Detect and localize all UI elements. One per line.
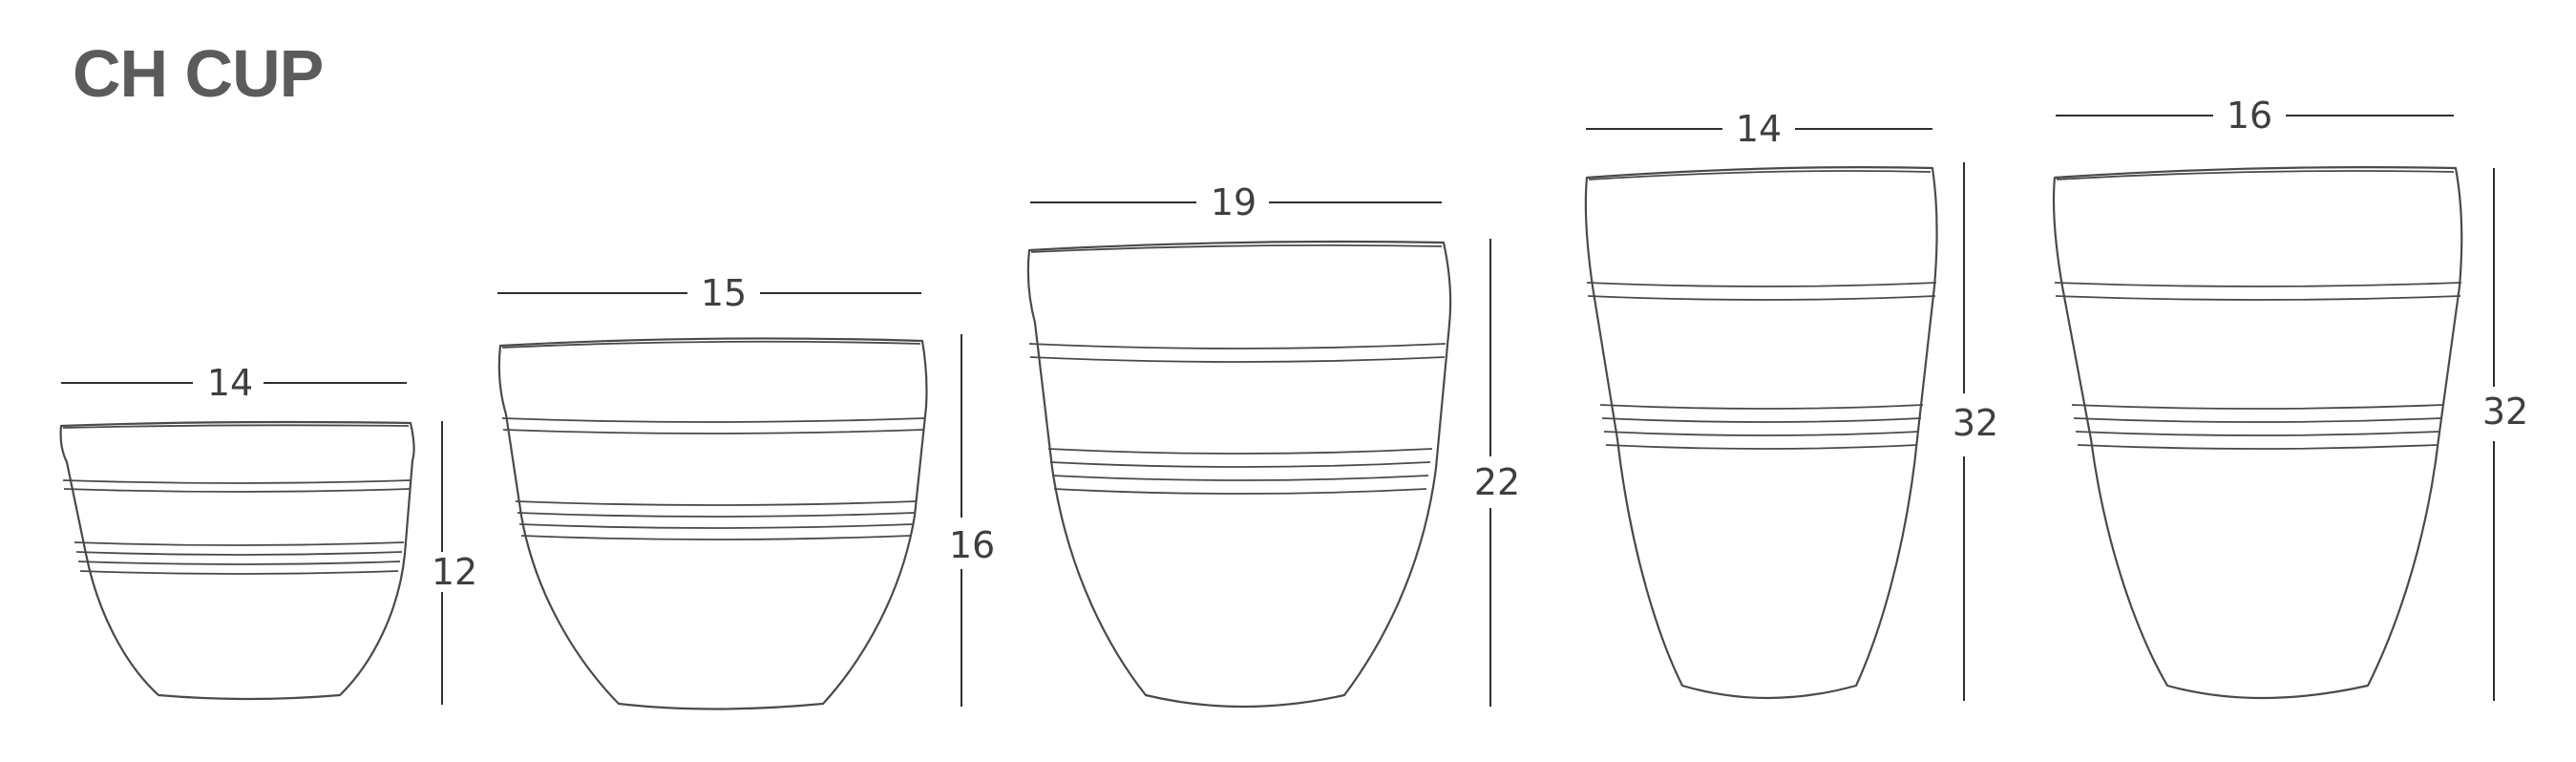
pot-5-bands	[2054, 282, 2462, 450]
pot-2-bands	[501, 417, 925, 540]
pot-2-width-label: 15	[701, 272, 747, 314]
page-title: CH CUP	[73, 36, 324, 111]
pot-2-outline	[497, 337, 928, 710]
pot-5-height-label: 32	[2482, 391, 2528, 433]
pot-4: 14 32	[1584, 108, 1998, 701]
pot-4-width-label: 14	[1736, 108, 1782, 150]
pot-1-height-label: 12	[432, 551, 477, 593]
pot-3-bands	[1028, 343, 1446, 495]
pot-1-width-label: 14	[207, 362, 253, 404]
pot-2-height-label: 16	[949, 524, 995, 566]
pot-3: 19 22	[1026, 181, 1520, 709]
pot-5-width-label: 16	[2227, 95, 2272, 137]
pot-5: 16 32	[2052, 95, 2528, 701]
pot-2: 15 16	[497, 272, 995, 710]
pot-1-outline	[59, 420, 415, 701]
pot-5-outline	[2052, 166, 2463, 700]
pot-4-bands	[1586, 282, 1937, 450]
pot-3-width-label: 19	[1211, 181, 1256, 223]
pot-1-bands	[62, 479, 412, 575]
pot-1: 14 12	[59, 362, 477, 705]
pot-3-height-label: 22	[1474, 461, 1520, 503]
pot-4-outline	[1584, 166, 1938, 700]
pot-3-outline	[1026, 240, 1452, 709]
pot-4-height-label: 32	[1953, 402, 1998, 444]
